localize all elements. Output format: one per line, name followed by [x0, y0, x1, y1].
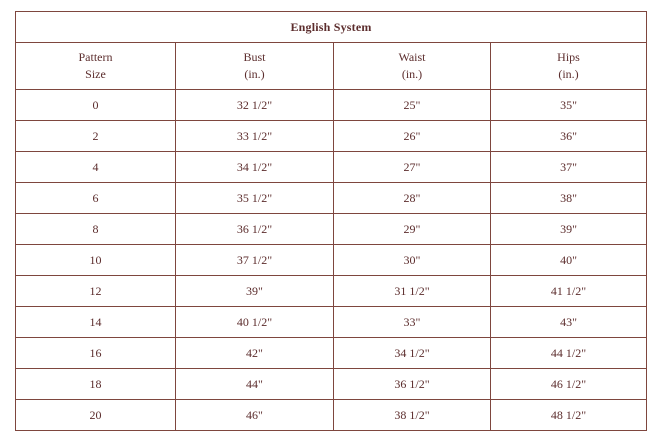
cell-waist: 30" [333, 244, 491, 276]
column-header-bust: Bust (in.) [175, 42, 334, 90]
table-row: 20 46" 38 1/2" 48 1/2" [15, 399, 648, 431]
table-row: 8 36 1/2" 29" 39" [15, 213, 648, 245]
cell-size: 20 [15, 399, 176, 431]
cell-waist: 36 1/2" [333, 368, 491, 400]
cell-hips: 48 1/2" [489, 399, 648, 431]
cell-hips: 46 1/2" [489, 368, 648, 400]
cell-waist: 31 1/2" [333, 275, 491, 307]
cell-bust: 37 1/2" [175, 244, 334, 276]
column-header-hips: Hips (in.) [489, 42, 648, 90]
cell-waist: 25" [333, 89, 491, 121]
table-row: 6 35 1/2" 28" 38" [15, 182, 648, 214]
table-row: 12 39" 31 1/2" 41 1/2" [15, 275, 648, 307]
header-unit: Size [85, 67, 106, 81]
cell-waist: 27" [333, 151, 491, 183]
table-row: 4 34 1/2" 27" 37" [15, 151, 648, 183]
cell-bust: 46" [175, 399, 334, 431]
cell-hips: 39" [489, 213, 648, 245]
cell-size: 6 [15, 182, 176, 214]
table-row: 10 37 1/2" 30" 40" [15, 244, 648, 276]
cell-bust: 40 1/2" [175, 306, 334, 338]
cell-hips: 43" [489, 306, 648, 338]
header-label: Waist [398, 49, 426, 64]
table-row: 16 42" 34 1/2" 44 1/2" [15, 337, 648, 369]
cell-waist: 26" [333, 120, 491, 152]
header-row: Pattern Size Bust (in.) Waist (in.) Hips… [15, 42, 648, 90]
cell-size: 18 [15, 368, 176, 400]
title-row: English System [14, 11, 648, 43]
cell-waist: 38 1/2" [333, 399, 491, 431]
cell-bust: 33 1/2" [175, 120, 334, 152]
cell-hips: 38" [489, 182, 648, 214]
header-unit: (in.) [244, 67, 265, 81]
cell-bust: 32 1/2" [175, 89, 334, 121]
size-chart-table: English System Pattern Size Bust (in.) W… [14, 11, 648, 431]
cell-waist: 29" [333, 213, 491, 245]
cell-hips: 44 1/2" [489, 337, 648, 369]
cell-size: 12 [15, 275, 176, 307]
cell-hips: 36" [489, 120, 648, 152]
cell-waist: 28" [333, 182, 491, 214]
cell-hips: 37" [489, 151, 648, 183]
cell-size: 2 [15, 120, 176, 152]
table-row: 2 33 1/2" 26" 36" [15, 120, 648, 152]
header-label: Hips [557, 49, 580, 64]
cell-size: 10 [15, 244, 176, 276]
cell-size: 0 [15, 89, 176, 121]
cell-waist: 33" [333, 306, 491, 338]
cell-size: 16 [15, 337, 176, 369]
cell-hips: 35" [489, 89, 648, 121]
table-row: 18 44" 36 1/2" 46 1/2" [15, 368, 648, 400]
cell-size: 8 [15, 213, 176, 245]
cell-bust: 44" [175, 368, 334, 400]
cell-bust: 42" [175, 337, 334, 369]
cell-bust: 34 1/2" [175, 151, 334, 183]
cell-size: 14 [15, 306, 176, 338]
header-unit: (in.) [558, 67, 579, 81]
header-label: Pattern [78, 49, 113, 64]
header-label: Bust [243, 49, 266, 64]
table-row: 14 40 1/2" 33" 43" [15, 306, 648, 338]
cell-hips: 41 1/2" [489, 275, 648, 307]
cell-bust: 35 1/2" [175, 182, 334, 214]
cell-hips: 40" [489, 244, 648, 276]
cell-waist: 34 1/2" [333, 337, 491, 369]
column-header-waist: Waist (in.) [333, 42, 491, 90]
table-row: 0 32 1/2" 25" 35" [15, 89, 648, 121]
cell-bust: 36 1/2" [175, 213, 334, 245]
cell-size: 4 [15, 151, 176, 183]
cell-bust: 39" [175, 275, 334, 307]
table-title: English System [14, 11, 648, 43]
column-header-pattern-size: Pattern Size [15, 42, 176, 90]
header-unit: (in.) [401, 67, 423, 81]
